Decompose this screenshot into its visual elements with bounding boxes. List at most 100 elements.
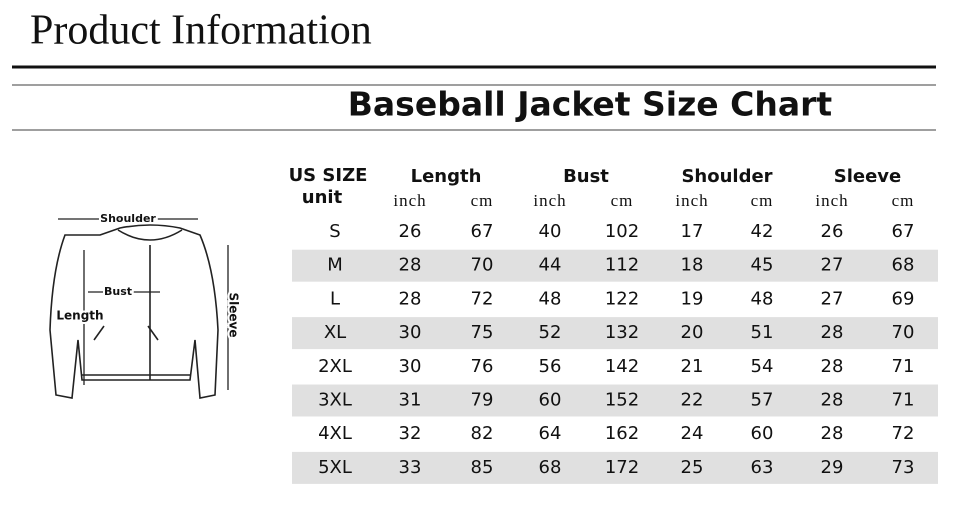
value-cell: 18 [681,255,704,276]
diagram-label: Length [56,309,103,323]
value-cell: 17 [681,221,704,242]
value-cell: 56 [539,356,562,377]
unit-label: inch [815,191,848,210]
value-cell: 85 [471,457,494,478]
value-cell: 82 [471,423,494,444]
value-cell: 70 [892,322,915,343]
row-band [292,451,938,484]
group-header: Length [411,166,482,187]
value-cell: 79 [471,390,494,411]
chart-title: Baseball Jacket Size Chart [348,85,833,124]
value-cell: 28 [821,356,844,377]
size-table: Length Bust Shoulder Sleeve inch cm inch cm inch… [292,166,938,484]
row-band [292,249,938,282]
value-cell: 25 [681,457,704,478]
value-cell: 112 [605,255,639,276]
size-header: US SIZE [289,165,368,186]
value-cell: 32 [399,423,422,444]
value-cell: 28 [821,390,844,411]
value-cell: 21 [681,356,704,377]
value-cell: 31 [399,390,422,411]
size-cell: M [327,255,343,276]
value-cell: 64 [539,423,562,444]
value-cell: 28 [821,423,844,444]
value-cell: 69 [892,288,915,309]
header-title: Product Information [30,8,372,54]
value-cell: 152 [605,390,639,411]
value-cell: 20 [681,322,704,343]
size-cell: 5XL [318,457,352,478]
value-cell: 26 [399,221,422,242]
value-cell: 40 [539,221,562,242]
row-band [292,317,938,350]
value-cell: 27 [821,255,844,276]
value-cell: 44 [539,255,562,276]
value-cell: 57 [751,390,774,411]
value-cell: 142 [605,356,639,377]
value-cell: 71 [892,390,915,411]
value-cell: 29 [821,457,844,478]
unit-header: unit [302,187,343,208]
value-cell: 28 [399,255,422,276]
value-cell: 51 [751,322,774,343]
size-cell: S [329,221,340,242]
value-cell: 122 [605,288,639,309]
value-cell: 132 [605,322,639,343]
diagram-label: Sleeve [227,293,241,338]
value-cell: 68 [539,457,562,478]
value-cell: 73 [892,457,915,478]
value-cell: 33 [399,457,422,478]
size-cell: 3XL [318,390,352,411]
value-cell: 67 [892,221,915,242]
jacket-diagram [49,224,219,399]
value-cell: 48 [539,288,562,309]
value-cell: 63 [751,457,774,478]
value-cell: 71 [892,356,915,377]
value-cell: 54 [751,356,774,377]
group-header: Shoulder [681,166,772,187]
value-cell: 28 [399,288,422,309]
group-header: Sleeve [834,166,902,187]
size-cell: 4XL [318,423,352,444]
diagram-label: Bust [104,285,132,298]
row-band [292,384,938,417]
value-cell: 30 [399,356,422,377]
value-cell: 28 [821,322,844,343]
value-cell: 52 [539,322,562,343]
value-cell: 45 [751,255,774,276]
value-cell: 162 [605,423,639,444]
size-cell: L [330,288,340,309]
unit-label: cm [611,191,634,210]
value-cell: 172 [605,457,639,478]
value-cell: 67 [471,221,494,242]
size-cell: XL [324,322,346,343]
size-cell: 2XL [318,356,352,377]
value-cell: 60 [539,390,562,411]
unit-label: cm [751,191,774,210]
unit-label: inch [393,191,426,210]
value-cell: 48 [751,288,774,309]
value-cell: 22 [681,390,704,411]
group-header: Bust [563,166,609,187]
value-cell: 68 [892,255,915,276]
value-cell: 42 [751,221,774,242]
value-cell: 70 [471,255,494,276]
diagram-label: Shoulder [100,212,156,225]
value-cell: 72 [892,423,915,444]
unit-label: cm [892,191,915,210]
unit-label: inch [533,191,566,210]
unit-label: cm [471,191,494,210]
value-cell: 102 [605,221,639,242]
value-cell: 19 [681,288,704,309]
value-cell: 75 [471,322,494,343]
value-cell: 76 [471,356,494,377]
value-cell: 72 [471,288,494,309]
measure-arrows [58,218,229,390]
value-cell: 24 [681,423,704,444]
value-cell: 60 [751,423,774,444]
value-cell: 26 [821,221,844,242]
unit-label: inch [675,191,708,210]
value-cell: 30 [399,322,422,343]
